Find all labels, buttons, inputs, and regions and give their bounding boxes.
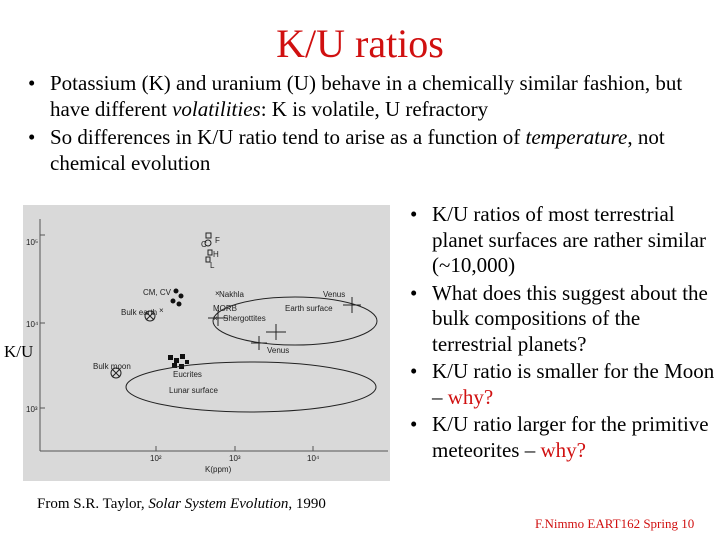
label-cm-cv: CM, CV [143,288,172,297]
right-bullet-3: • K/U ratio is smaller for the Moon – wh… [404,359,719,410]
caption-text: From S.R. Taylor, [37,496,149,512]
x-tick-label: 10² [150,454,162,463]
y-tick-label: 10⁵ [26,238,38,247]
label-bulk-earth: Bulk earth [121,308,157,317]
label-morb: MORB [213,304,237,313]
right-bullet-list: • K/U ratios of most terrestrial planet … [404,202,719,463]
label-nakhla: Nakhla [219,290,244,299]
bullet-text-end: , not chemical evolution [50,125,665,175]
bullet-dot: • [410,359,418,383]
bullet-dot: • [410,280,418,305]
label-venus-top: Venus [323,290,345,299]
bullet-question: why? [447,384,494,409]
right-bullet-1: • K/U ratios of most terrestrial planet … [404,202,719,279]
label-earth-surface: Earth surface [285,304,333,313]
label-bulk-moon: Bulk moon [93,362,131,371]
x-tick-label: 10⁴ [307,454,320,463]
ku-ratio-plot: 10⁵ 10⁴ 10³ 10² 10³ 10⁴ K(ppm) C F H L C… [23,205,390,481]
right-bullet-2: • What does this suggest about the bulk … [404,281,719,358]
top-bullet-1: • Potassium (K) and uranium (U) behave i… [22,70,712,122]
bullet-text: K/U ratio is smaller for the Moon – [432,359,715,409]
label-eucrites: Eucrites [173,370,202,379]
lunar-surface-region [125,361,377,413]
chondrite-h-marker [207,249,213,256]
bullet-text: K/U ratios of most terrestrial planet su… [432,202,707,277]
label-f: F [215,236,220,245]
x-tick-label: 10³ [229,454,241,463]
label-shergottites: Shergottites [223,314,266,323]
chondrite-l-marker [205,256,211,263]
y-tick-label: 10³ [26,405,38,414]
bullet-text-end: : K is volatile, U refractory [260,97,489,121]
label-c: C [201,240,207,249]
bullet-dot: • [410,412,418,436]
bullet-text: So differences in K/U ratio tend to aris… [50,125,526,149]
ku-ratio-figure: 10⁵ 10⁴ 10³ 10² 10³ 10⁴ K(ppm) C F H L C… [23,205,390,481]
svg-text:×: × [159,306,164,315]
bullet-text: Potassium (K) and uranium (U) behave in … [50,71,683,121]
bulk-moon-marker [110,367,122,379]
figure-caption: From S.R. Taylor, Solar System Evolution… [37,496,326,513]
bulk-earth-marker [144,310,156,322]
label-h: H [213,250,219,259]
top-bullet-list: • Potassium (K) and uranium (U) behave i… [22,70,712,176]
svg-text:×: × [215,289,220,298]
top-bullet-2: • So differences in K/U ratio tend to ar… [22,124,712,176]
bullet-dot: • [410,202,418,226]
y-tick-label: 10⁴ [26,320,39,329]
bullet-text: What does this suggest about the bulk co… [432,280,708,356]
label-l: L [210,261,215,270]
bullet-text: K/U ratio larger for the primitive meteo… [432,412,709,462]
caption-year: , 1990 [288,496,326,512]
bullet-question: why? [540,437,586,462]
chondrite-c-marker [204,239,212,247]
bullet-emphasis: temperature [525,125,628,149]
x-axis-label: K(ppm) [205,465,232,474]
bullet-dot: • [28,71,36,95]
label-lunar-surface: Lunar surface [169,386,218,395]
footer-credit: F.Nimmo EART162 Spring 10 [535,516,695,531]
y-axis-label: K/U [4,342,34,361]
right-bullet-4: • K/U ratio larger for the primitive met… [404,412,719,463]
label-venus-mid: Venus [267,346,289,355]
slide-title: K/U ratios [276,21,444,66]
bullet-dot: • [28,125,36,149]
caption-book-title: Solar System Evolution [148,496,289,512]
chondrite-f-marker [205,232,212,239]
earth-surface-region [212,296,378,346]
bullet-emphasis: volatilities [172,97,261,121]
